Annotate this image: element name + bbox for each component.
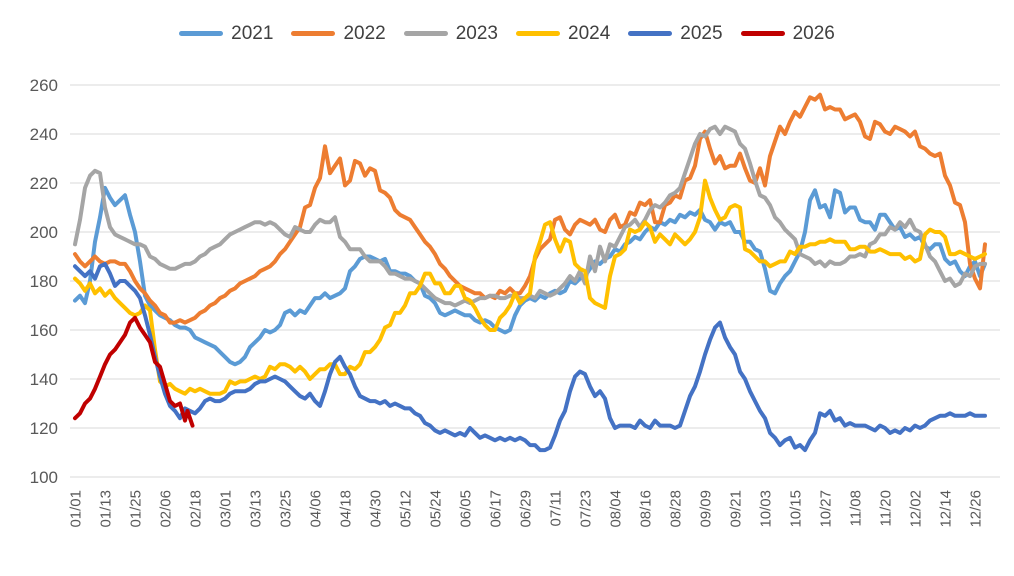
series-line-2024[interactable] xyxy=(73,178,987,396)
x-axis-tick-label: 03/01 xyxy=(218,490,235,528)
legend: 2021 2022 2023 2024 2025 2026 xyxy=(0,24,1014,43)
x-axis-tick-label: 04/30 xyxy=(368,490,385,528)
x-axis-tick-label: 10/03 xyxy=(758,490,775,528)
series-line-2025[interactable] xyxy=(73,261,987,453)
y-axis-tick-label: 180 xyxy=(30,272,58,291)
x-axis-tick-label: 09/09 xyxy=(698,490,715,528)
x-axis-tick-label: 05/24 xyxy=(428,490,445,528)
y-axis-tick-label: 200 xyxy=(30,223,58,242)
x-axis-tick-label: 11/20 xyxy=(878,490,895,526)
legend-swatch-icon xyxy=(403,31,448,36)
x-axis-tick-label: 09/21 xyxy=(728,490,745,528)
legend-item-2024[interactable]: 2024 xyxy=(516,24,610,43)
y-axis-tick-label: 240 xyxy=(30,125,58,144)
legend-label: 2025 xyxy=(680,23,723,44)
x-axis-tick-label: 04/06 xyxy=(308,490,325,528)
series-line-2022[interactable] xyxy=(73,92,987,325)
x-axis-tick-label: 08/16 xyxy=(638,490,655,528)
x-axis-tick-label: 02/06 xyxy=(158,490,175,528)
y-axis-tick-label: 220 xyxy=(30,174,58,193)
legend-item-2021[interactable]: 2021 xyxy=(179,24,273,43)
x-axis-tick-label: 12/26 xyxy=(968,490,985,528)
x-axis-tick-label: 12/02 xyxy=(908,490,925,528)
legend-swatch-icon xyxy=(179,31,224,36)
x-axis-tick-label: 08/04 xyxy=(608,490,625,528)
x-axis-tick-label: 10/27 xyxy=(818,490,835,528)
x-axis-tick-label: 06/05 xyxy=(458,490,475,528)
y-axis-tick-label: 260 xyxy=(30,76,58,95)
x-axis-tick-label: 12/14 xyxy=(938,490,955,528)
x-axis-tick-label: 03/13 xyxy=(248,490,265,528)
x-axis-tick-label: 04/18 xyxy=(338,490,355,528)
x-axis-tick-label: 01/25 xyxy=(128,490,145,528)
x-axis-tick-label: 06/29 xyxy=(518,490,535,528)
legend-label: 2024 xyxy=(568,23,611,44)
legend-swatch-icon xyxy=(740,31,785,36)
y-axis-tick-label: 160 xyxy=(30,321,58,340)
x-axis-tick-label: 05/12 xyxy=(398,490,415,528)
x-axis-tick-label: 01/13 xyxy=(98,490,115,528)
x-axis-tick-label: 06/17 xyxy=(488,490,505,528)
x-axis-tick-label: 07/11 xyxy=(548,490,565,526)
legend-label: 2022 xyxy=(343,23,386,44)
legend-item-2022[interactable]: 2022 xyxy=(291,23,386,44)
x-axis-tick-label: 02/18 xyxy=(188,490,205,528)
legend-label: 2023 xyxy=(455,23,498,44)
legend-item-2026[interactable]: 2026 xyxy=(740,23,835,44)
x-axis-tick-label: 03/25 xyxy=(278,490,295,528)
series-line-2026[interactable] xyxy=(73,315,195,428)
series-line-2021[interactable] xyxy=(73,185,987,367)
legend-item-2025[interactable]: 2025 xyxy=(628,23,723,44)
legend-label: 2026 xyxy=(792,23,835,44)
x-axis-tick-label: 01/01 xyxy=(68,490,85,528)
x-axis-tick-label: 10/15 xyxy=(788,490,805,528)
legend-label: 2021 xyxy=(231,23,274,44)
legend-swatch-icon xyxy=(628,31,673,36)
y-axis-tick-label: 140 xyxy=(30,370,58,389)
legend-item-2023[interactable]: 2023 xyxy=(403,23,498,44)
legend-swatch-icon xyxy=(291,31,336,36)
legend-swatch-icon xyxy=(516,31,560,36)
x-axis-tick-label: 07/23 xyxy=(578,490,595,528)
x-axis-tick-label: 08/28 xyxy=(668,490,685,528)
y-axis-tick-label: 120 xyxy=(30,419,58,438)
y-axis-tick-label: 100 xyxy=(30,468,58,487)
x-axis-tick-label: 11/08 xyxy=(848,490,865,526)
